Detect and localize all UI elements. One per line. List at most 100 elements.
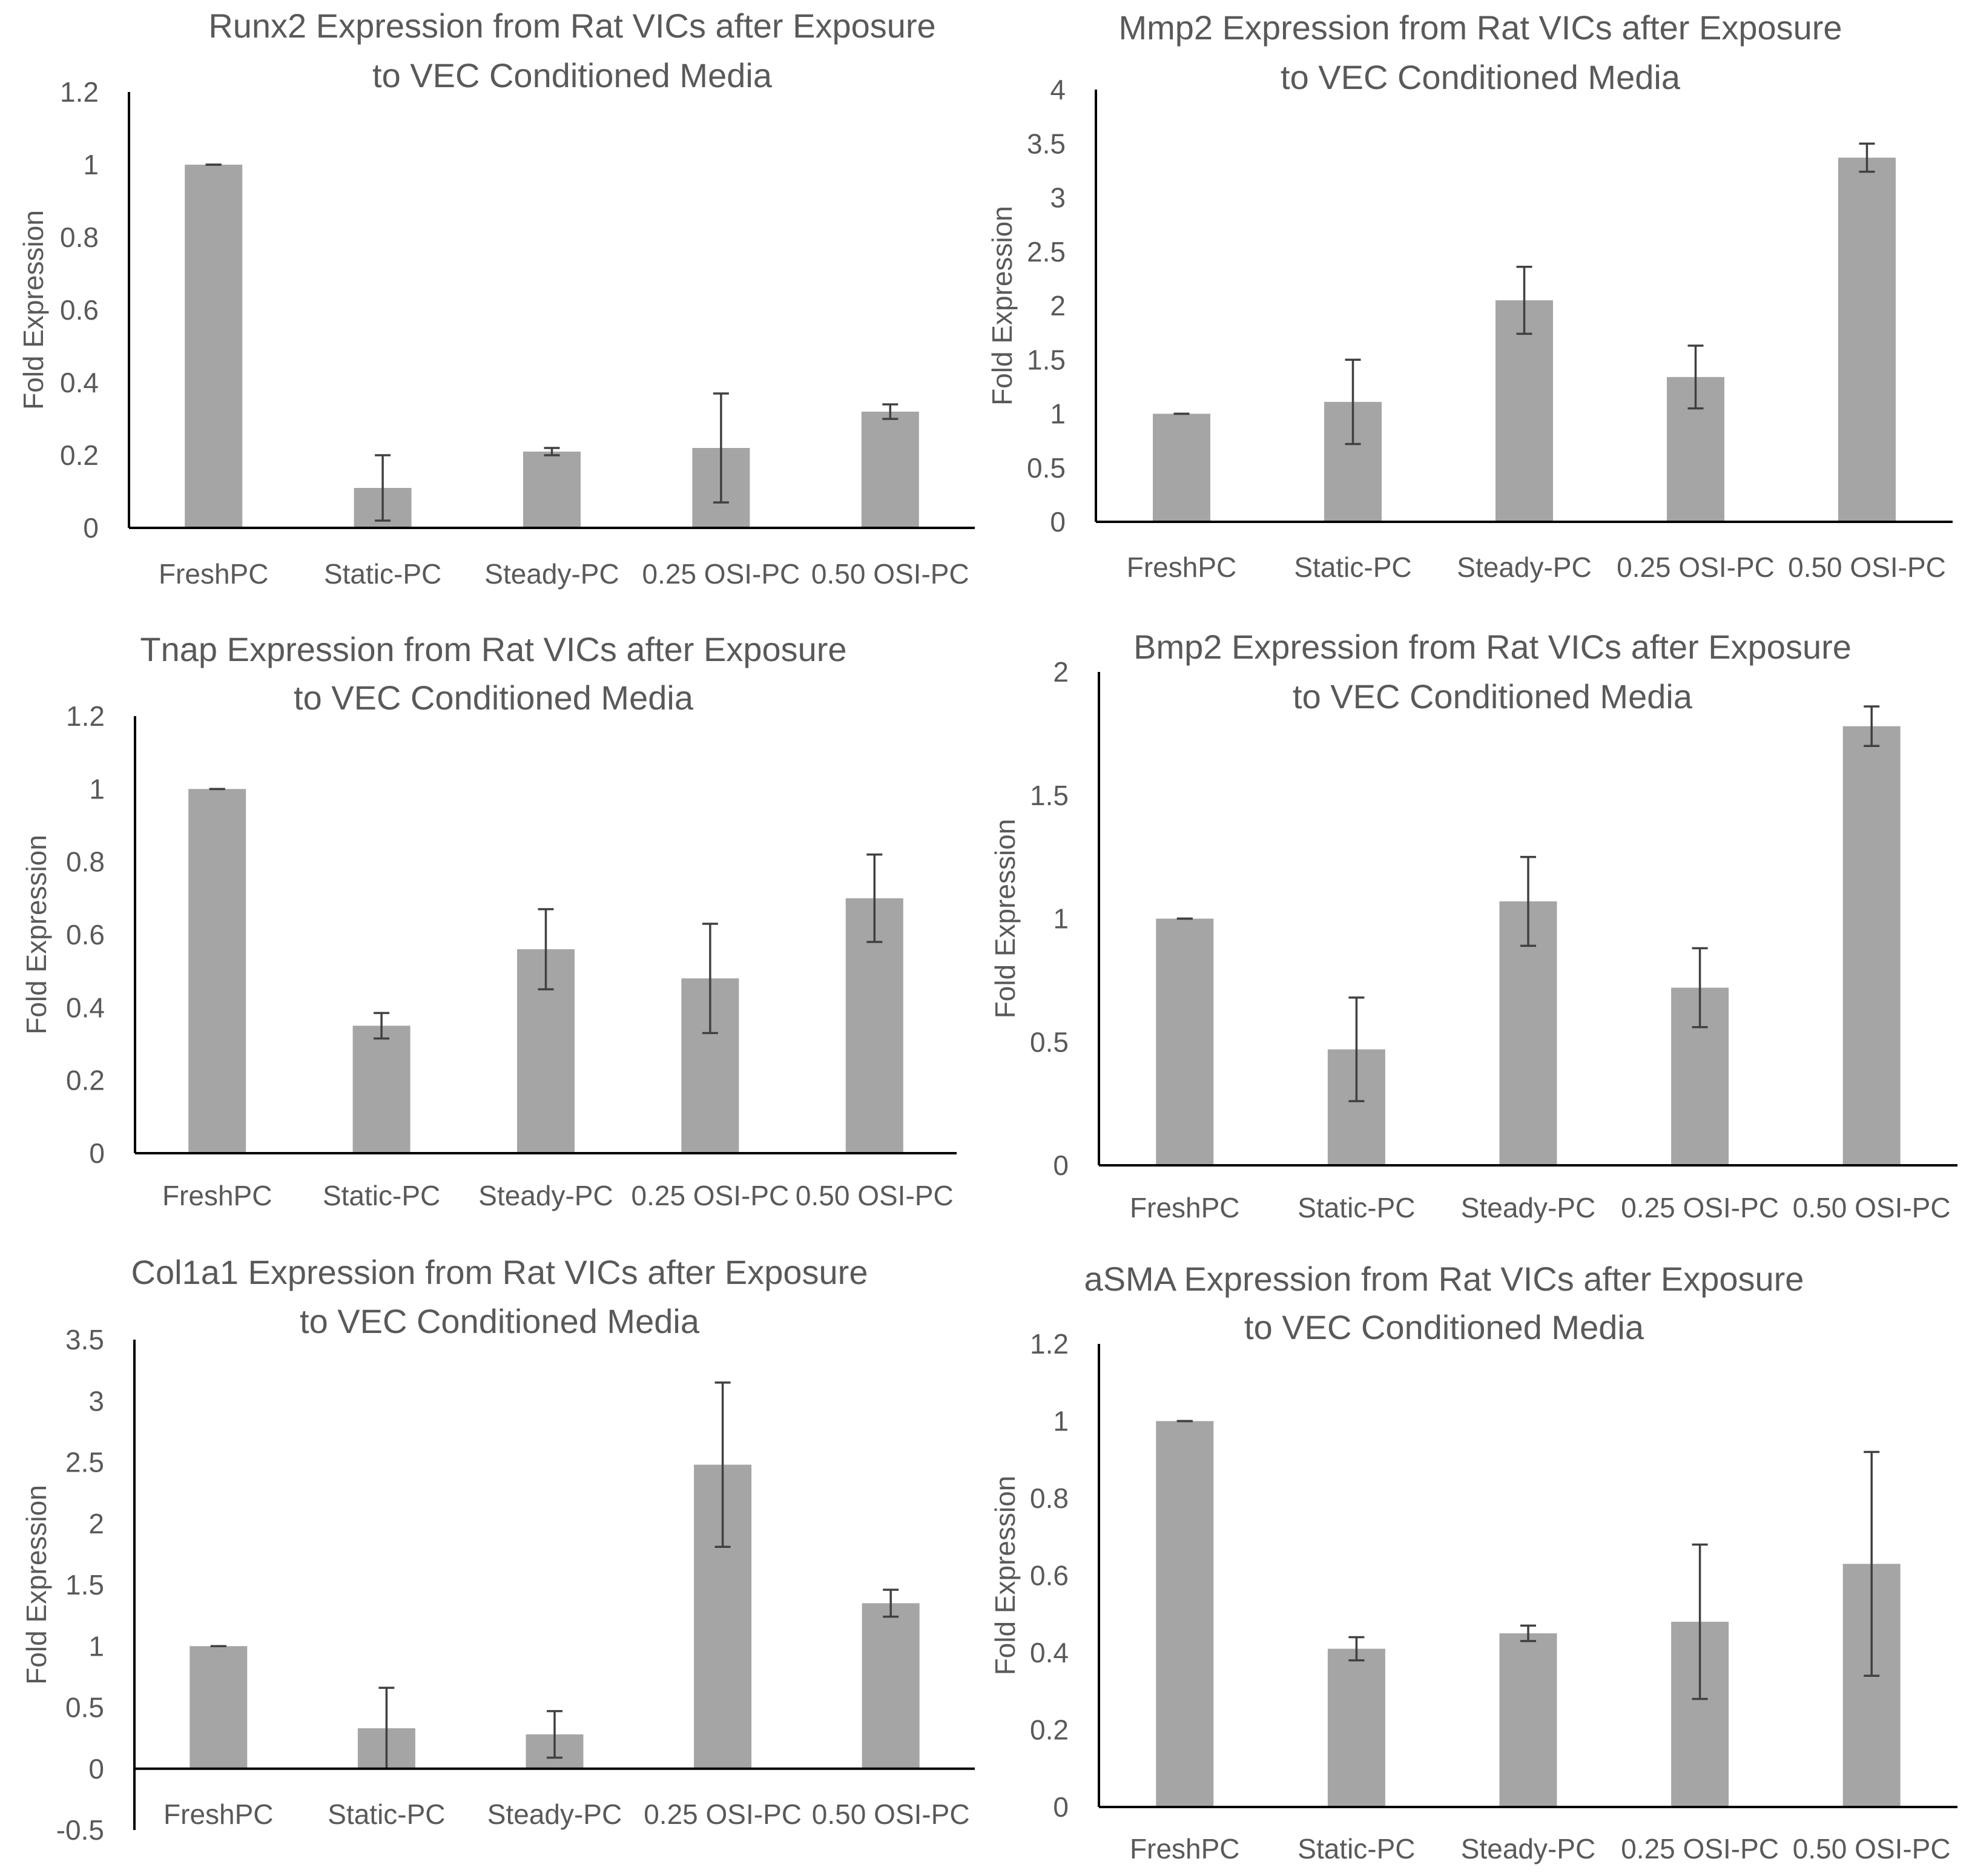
bar	[1327, 1648, 1385, 1807]
chart-mmp2: Mmp2 Expression from Rat VICs after Expo…	[986, 8, 1953, 583]
x-tick-label: 0.25 OSI-PC	[632, 1180, 790, 1211]
x-tick-label: FreshPC	[159, 558, 268, 590]
bar	[190, 1646, 248, 1769]
chart-asma: aSMA Expression from Rat VICs after Expo…	[989, 1260, 1957, 1864]
y-axis-label: Fold Expression	[986, 206, 1018, 406]
y-tick-label: 1	[89, 773, 105, 805]
chart-title-line: Runx2 Expression from Rat VICs after Exp…	[208, 7, 935, 45]
bar	[185, 165, 243, 528]
y-tick-label: 1.2	[66, 700, 105, 732]
y-tick-label: 0.4	[66, 992, 105, 1023]
y-tick-label: 2.5	[1027, 236, 1066, 268]
chart-runx2: Runx2 Expression from Rat VICs after Exp…	[18, 7, 975, 590]
bar	[1499, 1633, 1557, 1807]
x-tick-label: Static-PC	[1298, 1833, 1415, 1864]
chart-title-line: Tnap Expression from Rat VICs after Expo…	[140, 630, 846, 668]
bar	[1156, 918, 1214, 1165]
chart-title-line: to VEC Conditioned Media	[372, 56, 773, 94]
chart-title-line: Bmp2 Expression from Rat VICs after Expo…	[1133, 628, 1852, 666]
x-tick-label: 0.50 OSI-PC	[1793, 1192, 1951, 1223]
x-tick-label: 0.25 OSI-PC	[1621, 1192, 1779, 1223]
y-tick-label: 0	[1053, 1791, 1069, 1823]
y-tick-label: 1	[88, 1630, 104, 1662]
chart-title-line: to VEC Conditioned Media	[300, 1302, 700, 1340]
y-tick-label: 0.2	[60, 439, 99, 471]
y-tick-label: 0	[88, 1753, 104, 1785]
x-tick-label: Static-PC	[323, 1180, 440, 1211]
y-tick-label: 0.5	[65, 1692, 104, 1723]
bar	[1842, 726, 1901, 1165]
y-tick-label: 0.6	[60, 294, 99, 326]
x-tick-label: 0.50 OSI-PC	[812, 1799, 970, 1830]
y-axis-label: Fold Expression	[21, 1485, 52, 1685]
y-tick-label: 0.8	[66, 846, 105, 878]
x-tick-label: FreshPC	[1127, 551, 1236, 583]
y-tick-label: 1	[1053, 903, 1069, 935]
chart-col1a1: Col1a1 Expression from Rat VICs after Ex…	[21, 1253, 975, 1846]
chart-title-line: to VEC Conditioned Media	[294, 679, 694, 717]
y-tick-label: 0.4	[1030, 1637, 1069, 1668]
y-tick-label: 1.5	[1030, 780, 1069, 811]
x-tick-label: Steady-PC	[1461, 1192, 1595, 1223]
bar	[1838, 157, 1896, 522]
y-tick-label: 0.8	[60, 222, 99, 253]
bar	[1495, 300, 1553, 522]
chart-title-line: to VEC Conditioned Media	[1281, 58, 1681, 96]
bar	[861, 412, 919, 528]
chart-title-line: aSMA Expression from Rat VICs after Expo…	[1084, 1260, 1804, 1298]
x-tick-label: 0.50 OSI-PC	[1793, 1833, 1951, 1864]
chart-title-line: to VEC Conditioned Media	[1244, 1308, 1644, 1346]
y-tick-label: 1.2	[1030, 1328, 1069, 1360]
y-tick-label: 0	[83, 512, 99, 544]
y-tick-label: 2	[1053, 656, 1069, 688]
y-tick-label: 0.2	[1030, 1714, 1069, 1746]
y-tick-label: 0.4	[60, 367, 99, 398]
x-tick-label: Steady-PC	[1457, 551, 1591, 583]
y-tick-label: 0	[1050, 506, 1066, 538]
x-tick-label: Static-PC	[1298, 1192, 1415, 1223]
y-axis-label: Fold Expression	[989, 819, 1021, 1019]
y-tick-label: 1	[1053, 1406, 1069, 1437]
x-tick-label: Steady-PC	[478, 1180, 613, 1211]
x-tick-label: FreshPC	[1130, 1833, 1239, 1864]
bar	[862, 1603, 920, 1769]
y-tick-label: 0.5	[1030, 1026, 1069, 1058]
x-tick-label: 0.50 OSI-PC	[796, 1180, 954, 1211]
x-tick-label: Static-PC	[328, 1799, 445, 1830]
y-tick-label: 1.2	[60, 76, 99, 108]
x-tick-label: FreshPC	[1130, 1192, 1239, 1223]
y-tick-label: 2.5	[65, 1447, 104, 1478]
bar	[352, 1025, 411, 1153]
x-tick-label: 0.25 OSI-PC	[1621, 1833, 1779, 1864]
chart-bmp2: Bmp2 Expression from Rat VICs after Expo…	[989, 628, 1957, 1223]
x-tick-label: FreshPC	[162, 1180, 272, 1211]
y-tick-label: 3.5	[65, 1324, 104, 1355]
chart-title-line: Col1a1 Expression from Rat VICs after Ex…	[131, 1253, 868, 1291]
x-tick-label: Steady-PC	[1461, 1833, 1595, 1864]
y-axis-label: Fold Expression	[21, 835, 52, 1035]
x-tick-label: 0.25 OSI-PC	[642, 558, 800, 590]
y-tick-label: 1.5	[1027, 344, 1066, 375]
y-tick-label: 0.2	[66, 1065, 105, 1096]
y-tick-label: 1	[83, 149, 99, 180]
bar	[523, 452, 581, 528]
y-tick-label: 1.5	[65, 1569, 104, 1601]
x-tick-label: Steady-PC	[484, 558, 619, 590]
x-tick-label: 0.50 OSI-PC	[811, 558, 969, 590]
x-tick-label: Steady-PC	[487, 1799, 622, 1830]
bar	[1156, 1421, 1214, 1807]
y-tick-label: 0.8	[1030, 1483, 1069, 1514]
y-tick-label: 0	[1053, 1150, 1069, 1181]
y-tick-label: 2	[1050, 290, 1066, 321]
chart-tnap: Tnap Expression from Rat VICs after Expo…	[21, 630, 957, 1211]
chart-title-line: Mmp2 Expression from Rat VICs after Expo…	[1118, 8, 1842, 47]
y-tick-label: 0.5	[1027, 452, 1066, 484]
y-tick-label: -0.5	[56, 1814, 104, 1846]
y-tick-label: 0	[89, 1137, 105, 1169]
y-axis-label: Fold Expression	[18, 210, 49, 410]
y-tick-label: 3	[88, 1385, 104, 1417]
y-axis-label: Fold Expression	[989, 1476, 1021, 1676]
x-tick-label: 0.50 OSI-PC	[1788, 551, 1946, 583]
y-tick-label: 2	[88, 1508, 104, 1539]
y-tick-label: 3	[1050, 182, 1066, 214]
